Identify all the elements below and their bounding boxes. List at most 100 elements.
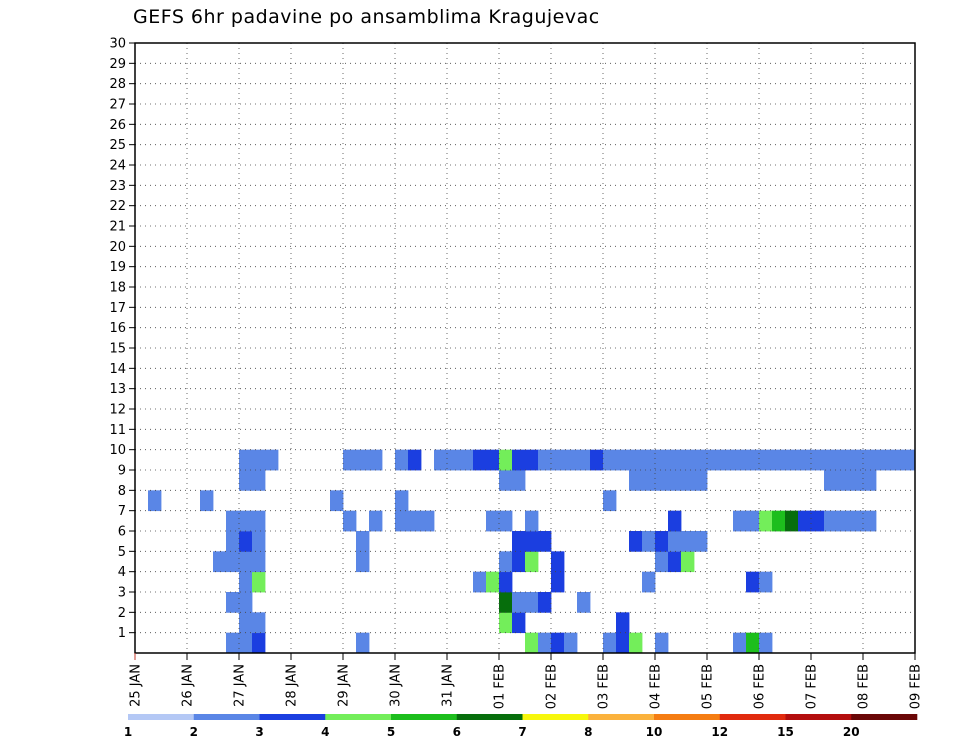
heatmap-cell [564,449,578,471]
heatmap-cell [707,449,721,471]
heatmap-cell [694,449,708,471]
heatmap-cell [512,551,526,573]
heatmap-cell [655,449,669,471]
heatmap-cell [668,510,682,532]
heatmap-cell [252,531,266,552]
colorbar-label: 3 [255,725,263,739]
heatmap-cell [551,632,565,654]
colorbar-label: 4 [321,725,329,739]
y-axis-ticks: 1234567891011121314151617181920212223242… [109,37,135,641]
heatmap-cell [681,531,695,552]
x-tick-label: 29 JAN [337,664,352,707]
heatmap-cell [681,551,695,573]
heatmap-cell [239,531,253,552]
y-tick-label: 4 [118,565,126,580]
heatmap-cell [356,449,370,471]
heatmap-cell [603,632,617,654]
heatmap-cell [590,449,604,471]
y-tick-label: 30 [109,37,126,52]
heatmap-cell [798,510,812,532]
heatmap-cells [148,449,916,654]
heatmap-cell [538,592,552,613]
y-tick-label: 1 [118,626,126,641]
heatmap-cell [226,510,240,532]
heatmap-cell [603,449,617,471]
heatmap-cell [811,449,825,471]
y-tick-label: 3 [118,586,126,601]
heatmap-cell [655,551,669,573]
y-tick-label: 17 [109,301,126,316]
x-tick-label: 06 FEB [753,664,768,709]
colorbar-swatch [522,714,589,720]
heatmap-cell [252,571,266,593]
heatmap-cell [551,551,565,573]
heatmap-cell [499,510,513,532]
colorbar-swatch [325,714,392,720]
heatmap-cell [629,632,643,654]
heatmap-cell [694,531,708,552]
y-tick-label: 20 [109,240,126,255]
heatmap-cell [226,531,240,552]
colorbar-swatch [719,714,786,720]
heatmap-cell [746,571,760,593]
heatmap-cell [252,510,266,532]
heatmap-cell [811,510,825,532]
heatmap-cell [798,449,812,471]
y-tick-label: 25 [109,138,126,153]
y-tick-label: 29 [109,57,126,72]
heatmap-cell [499,470,513,491]
heatmap-cell [746,449,760,471]
colorbar-label: 7 [518,725,526,739]
heatmap-cell [525,592,539,613]
heatmap-cell [538,632,552,654]
y-tick-label: 21 [109,220,126,235]
heatmap-cell [772,510,786,532]
heatmap-cell [213,551,227,573]
colorbar: 1 2 3 4 5 6 7 8 10 12 15 20 [124,714,918,739]
heatmap-cell [512,612,526,634]
heatmap-cell [148,490,162,512]
heatmap-cell [499,571,513,593]
colorbar-swatch [456,714,523,720]
heatmap-cell [499,449,513,471]
heatmap-cell [629,531,643,552]
x-tick-label: 09 FEB [909,664,924,709]
x-tick-label: 31 JAN [441,664,456,707]
heatmap-cell [252,632,266,654]
y-tick-label: 19 [109,260,126,275]
colorbar-swatch [259,714,326,720]
colorbar-label: 10 [646,725,663,739]
heatmap-cell [642,470,656,491]
heatmap-cell [746,510,760,532]
heatmap-cell [577,449,591,471]
heatmap-cell [668,470,682,491]
heatmap-cell [525,551,539,573]
heatmap-cell [837,470,851,491]
x-tick-label: 25 JAN [129,664,144,707]
y-tick-label: 22 [109,199,126,214]
heatmap-cell [525,510,539,532]
heatmap-cell [252,449,266,471]
heatmap-cell [564,632,578,654]
heatmap-cell [642,449,656,471]
heatmap-cell [330,490,344,512]
y-tick-label: 18 [109,281,126,296]
heatmap-cell [876,449,890,471]
heatmap-cell [356,551,370,573]
heatmap-cell [759,510,773,532]
heatmap-cell [512,470,526,491]
y-tick-label: 27 [109,98,126,113]
heatmap-cell [226,632,240,654]
y-tick-label: 2 [118,606,126,621]
heatmap-cell [694,470,708,491]
y-tick-label: 6 [118,525,126,540]
heatmap-cell [629,470,643,491]
heatmap-cell [460,449,474,471]
heatmap-cell [473,571,487,593]
y-tick-label: 10 [109,443,126,458]
x-tick-label: 03 FEB [597,664,612,709]
y-tick-label: 7 [118,504,126,519]
y-tick-label: 5 [118,545,126,560]
heatmap-cell [499,592,513,613]
heatmap-cell [889,449,903,471]
